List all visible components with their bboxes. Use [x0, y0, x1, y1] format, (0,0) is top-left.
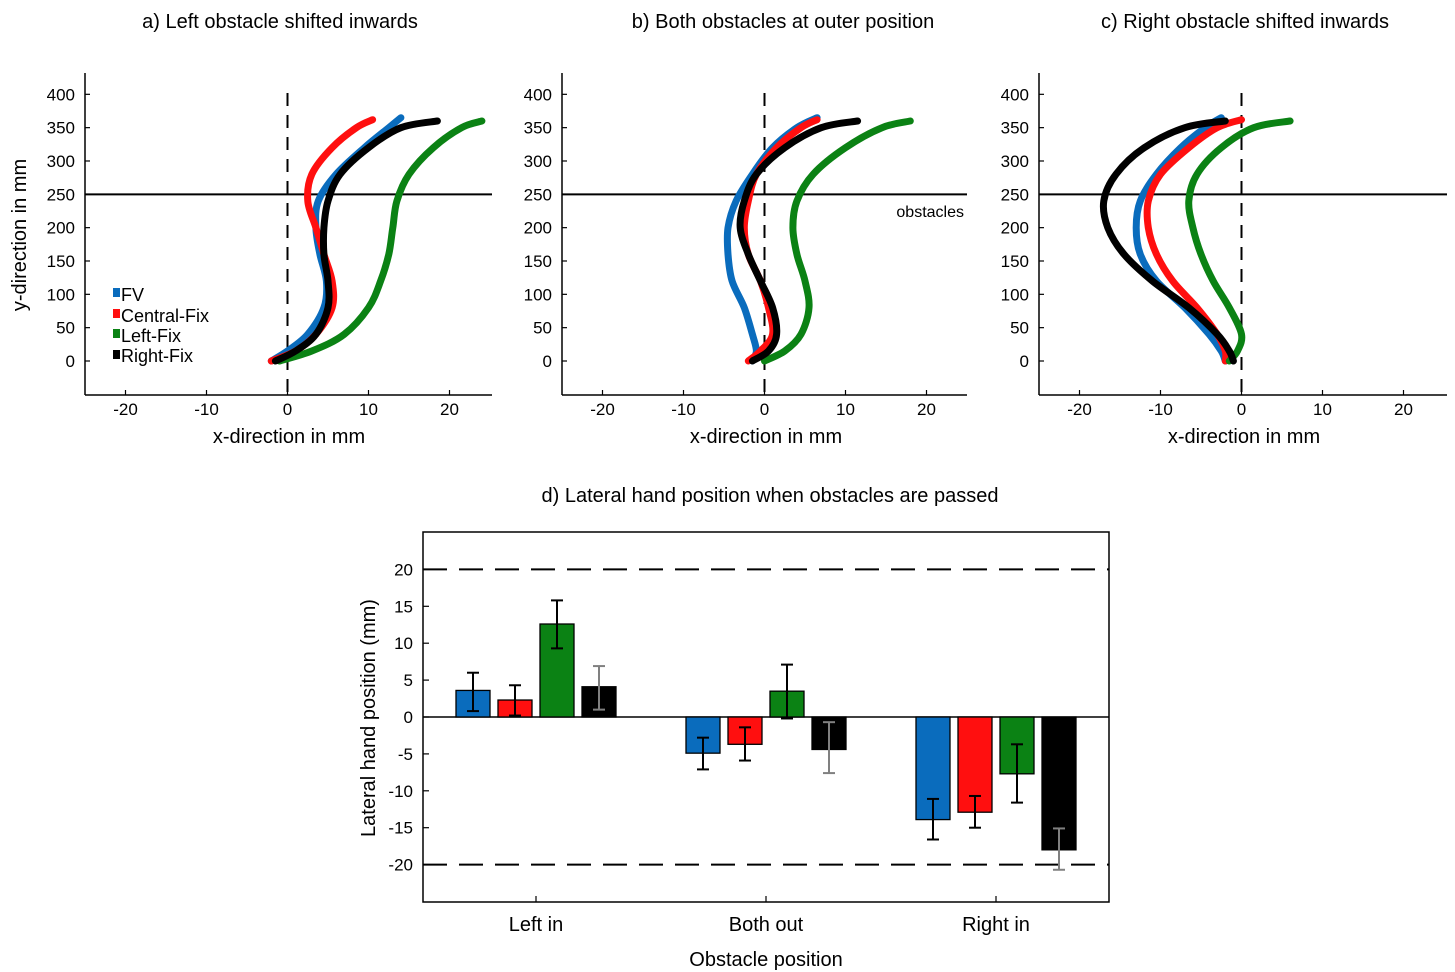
legend-label-left-fix: Left-Fix	[121, 326, 181, 346]
panel-c-x-tick-label: -20	[1067, 400, 1092, 419]
legend-marker-central-fix	[113, 309, 120, 318]
panel-d-y-tick-label: 10	[394, 634, 413, 653]
panel-a-y-tick-label: 400	[47, 85, 75, 104]
panel-a-y-tick-label: 150	[47, 252, 75, 271]
panel-c-trajectory-fv	[1132, 114, 1229, 365]
panel-b-x-tick-label: 10	[836, 400, 855, 419]
panel-a-x-tick-label: 20	[440, 400, 459, 419]
panel-c-y-tick-label: 250	[1001, 185, 1029, 204]
panel-a-y-tick-label: 200	[47, 219, 75, 238]
panel-b-y-tick-label: 200	[524, 219, 552, 238]
panel-b-x-tick-label: -10	[671, 400, 696, 419]
panel-b-x-tick-label: 0	[760, 400, 769, 419]
panel-c-y-tick-label: 50	[1010, 319, 1029, 338]
panel-d-y-tick-label: -10	[388, 782, 413, 801]
panel-a-x-tick-label: -20	[113, 400, 138, 419]
panel-b-x-tick-label: 20	[917, 400, 936, 419]
legend-label-fv: FV	[121, 285, 144, 305]
panel-c-trajectory-right-fix	[1099, 117, 1237, 365]
legend: FV Central-Fix Left-Fix Right-Fix	[113, 285, 209, 366]
panel-c-x-tick-label: 10	[1313, 400, 1332, 419]
panel-a-trajectory-fv	[267, 114, 405, 365]
panel-b-y-tick-label: 0	[543, 352, 552, 371]
legend-label-right-fix: Right-Fix	[121, 346, 193, 366]
panel-d-y-tick-label: 20	[394, 560, 413, 579]
panel-d-y-tick-label: -15	[388, 819, 413, 838]
panel-d-ylabel: Lateral hand position (mm)	[358, 599, 380, 837]
panel-c-y-tick-label: 0	[1020, 352, 1029, 371]
panel-c-y-tick-label: 100	[1001, 285, 1029, 304]
panel-d-y-tick-label: -20	[388, 856, 413, 875]
panel-a-xlabel: x-direction in mm	[213, 426, 365, 448]
panel-c-y-tick-label: 200	[1001, 219, 1029, 238]
panel-b-y-tick-label: 250	[524, 185, 552, 204]
panel-a-x-tick-label: 0	[283, 400, 292, 419]
panel-d-title: d) Lateral hand position when obstacles …	[542, 485, 999, 507]
panel-b-y-tick-label: 350	[524, 119, 552, 138]
legend-marker-left-fix	[113, 329, 120, 338]
panel-a-ylabel: y-direction in mm	[9, 159, 31, 311]
panel-c-x-tick-label: 20	[1394, 400, 1413, 419]
panel-c-xlabel: x-direction in mm	[1168, 426, 1320, 448]
panel-d-x-tick-label: Right in	[962, 914, 1030, 936]
panel-d-x-tick-label: Left in	[509, 914, 563, 936]
panel-b-y-tick-label: 50	[533, 319, 552, 338]
panel-b-obstacle-label: obstacles	[896, 204, 964, 221]
panel-c-y-tick-label: 350	[1001, 119, 1029, 138]
panel-a-title: a) Left obstacle shifted inwards	[142, 11, 418, 33]
panel-a-y-tick-label: 250	[47, 185, 75, 204]
panel-b-y-tick-label: 100	[524, 285, 552, 304]
panel-c-y-tick-label: 400	[1001, 85, 1029, 104]
panel-b-trajectory-right-fix	[736, 117, 862, 365]
legend-marker-fv	[113, 288, 120, 297]
panel-d-y-tick-label: 5	[404, 671, 413, 690]
panel-b-trajectory-left-fix	[761, 117, 914, 365]
panel-c-x-tick-label: -10	[1148, 400, 1173, 419]
panel-c-y-tick-label: 150	[1001, 252, 1029, 271]
panel-a-y-tick-label: 0	[66, 352, 75, 371]
panel-a-trajectory-left-fix	[275, 117, 486, 365]
panel-d-y-tick-label: 0	[404, 708, 413, 727]
panel-d-y-tick-label: -5	[398, 745, 413, 764]
legend-marker-right-fix	[113, 350, 120, 359]
panel-d-xlabel: Obstacle position	[689, 949, 842, 971]
panel-c-x-tick-label: 0	[1237, 400, 1246, 419]
legend-label-central-fix: Central-Fix	[121, 306, 209, 326]
panel-a-y-tick-label: 50	[56, 319, 75, 338]
panel-b-title: b) Both obstacles at outer position	[632, 11, 934, 33]
panel-c-y-tick-label: 300	[1001, 152, 1029, 171]
panel-a-x-tick-label: 10	[359, 400, 378, 419]
panel-a-y-tick-label: 300	[47, 152, 75, 171]
panel-c-title: c) Right obstacle shifted inwards	[1101, 11, 1389, 33]
panel-a-y-tick-label: 350	[47, 119, 75, 138]
panel-b-xlabel: x-direction in mm	[690, 426, 842, 448]
panel-a-x-tick-label: -10	[194, 400, 219, 419]
panel-a-y-tick-label: 100	[47, 285, 75, 304]
panel-d-y-tick-label: 15	[394, 597, 413, 616]
panel-b-y-tick-label: 400	[524, 85, 552, 104]
panel-b-x-tick-label: -20	[590, 400, 615, 419]
panel-c-trajectory-left-fix	[1185, 117, 1294, 365]
panel-b-y-tick-label: 300	[524, 152, 552, 171]
panel-d-x-tick-label: Both out	[729, 914, 804, 936]
panel-b-y-tick-label: 150	[524, 252, 552, 271]
panel-a-trajectory-right-fix	[271, 117, 441, 365]
